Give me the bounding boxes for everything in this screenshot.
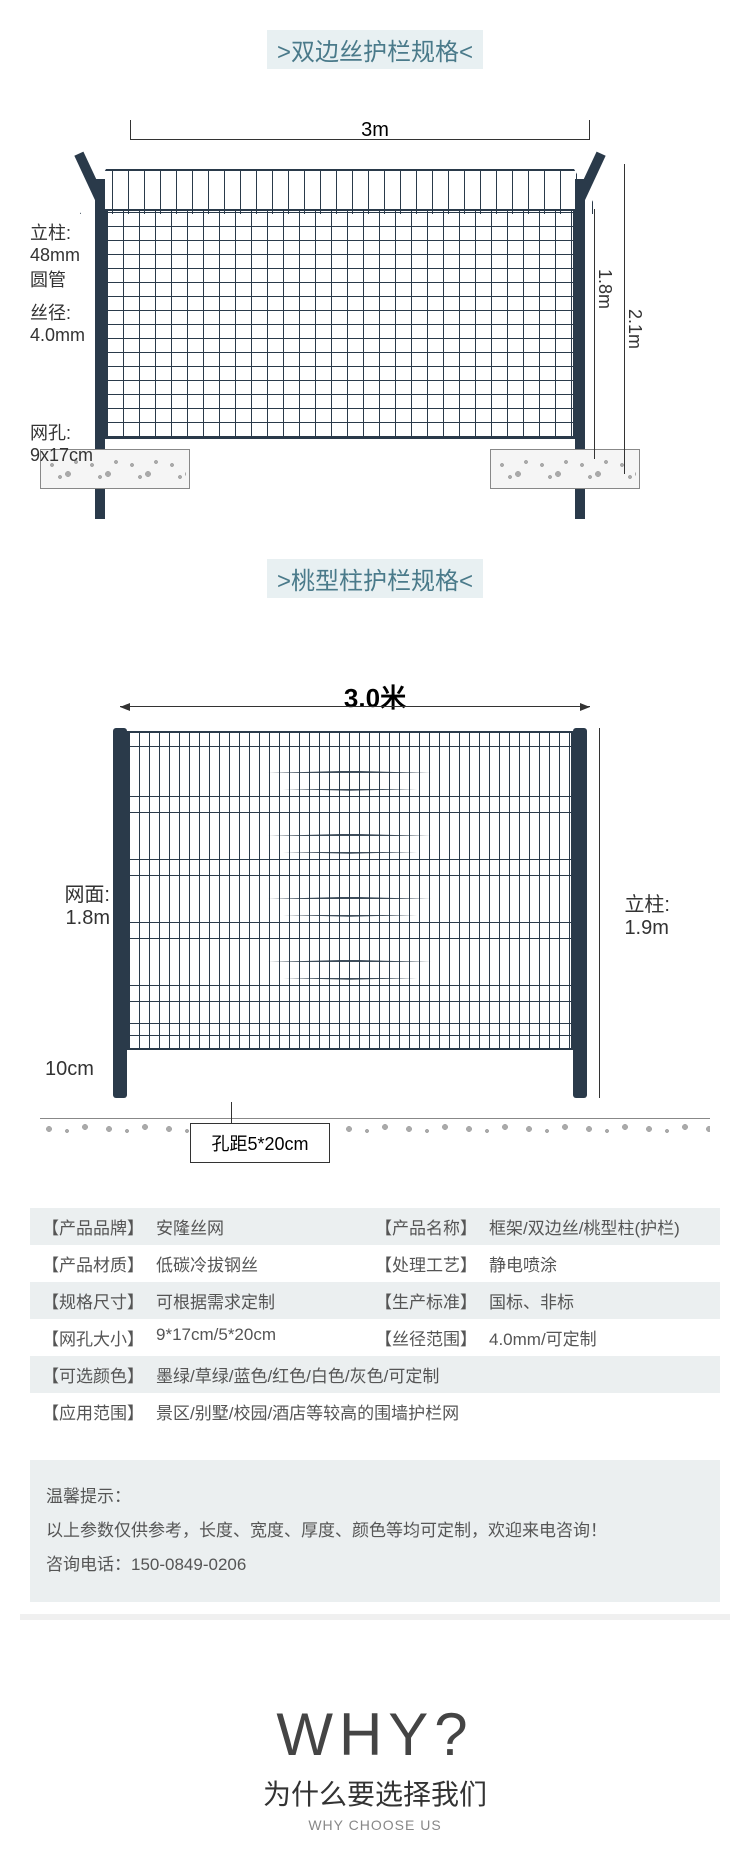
d2-mesh-label: 网面: 1.8m [45,878,110,930]
d2-hole-label: 孔距5*20cm [190,1123,330,1163]
d2-fence [120,728,580,1088]
diagram-double-wire: 3m 立柱: 48mm 圆管 丝径: 4.0mm 网孔: 9x17cm 1.8m… [0,99,750,529]
specs-val: 墨绿/草绿/蓝色/红色/白色/灰色/可定制 [156,1362,439,1387]
d1-wire-label: 丝径: 4.0mm [30,299,85,346]
d2-hwire [129,1035,571,1036]
d2-post-left [113,728,127,1098]
d1-width-dim-line [130,139,590,140]
d1-height-outer: 2.1m [624,309,645,349]
d2-hwire [129,746,571,747]
specs-key: 【产品材质】 [42,1251,144,1276]
specs-key: 【规格尺寸】 [42,1288,144,1313]
specs-row: 【规格尺寸】可根据需求定制 【生产标准】国标、非标 [30,1282,720,1319]
specs-row: 【产品品牌】安隆丝网 【产品名称】框架/双边丝/桃型柱(护栏) [30,1208,720,1245]
specs-key: 【应用范围】 [42,1399,144,1424]
d2-post-right [573,728,587,1098]
d1-mesh [105,209,575,439]
d2-bend [129,771,571,791]
specs-val: 低碳冷拔钢丝 [156,1251,258,1276]
why-subtitle-en: WHY CHOOSE US [0,1817,750,1833]
d2-hwire [129,812,571,813]
d1-mesh-label: 网孔: 9x17cm [30,419,93,466]
d2-bend [129,960,571,980]
d2-post-label: 立柱: 1.9m [624,888,670,940]
specs-key: 【可选颜色】 [42,1362,144,1387]
specs-val: 安隆丝网 [156,1214,224,1239]
d2-hwire [129,859,571,860]
d2-ground [40,1118,710,1138]
specs-table: 【产品品牌】安隆丝网 【产品名称】框架/双边丝/桃型柱(护栏) 【产品材质】低碳冷拔… [30,1208,720,1430]
specs-row: 【可选颜色】墨绿/草绿/蓝色/红色/白色/灰色/可定制 [30,1356,720,1393]
specs-key: 【网孔大小】 [42,1325,144,1350]
d2-mesh [127,731,573,1050]
notice-box: 温馨提示： 以上参数仅供参考，长度、宽度、厚度、颜色等均可定制，欢迎来电咨询！ … [30,1460,720,1602]
specs-row: 【产品材质】低碳冷拔钢丝 【处理工艺】静电喷涂 [30,1245,720,1282]
d2-bend [129,897,571,917]
section1-title: >双边丝护栏规格< [267,30,483,69]
specs-key: 【产品品牌】 [42,1214,144,1239]
d1-height-line-inner [594,209,595,459]
specs-key: 【产品名称】 [375,1214,477,1239]
specs-val: 国标、非标 [489,1288,574,1313]
d1-foundation-right [490,449,640,489]
specs-row: 【网孔大小】 9*17cm/5*20cm 【丝径范围】 4.0mm/可定制 [30,1319,720,1356]
specs-val: 4.0mm/可定制 [489,1325,597,1350]
d2-gap-label: 10cm [45,1058,94,1081]
notice-title: 温馨提示： [46,1480,704,1514]
d2-hwire [129,796,571,797]
d2-width-dim-line [120,706,590,707]
specs-val: 框架/双边丝/桃型柱(护栏) [489,1214,680,1239]
specs-key: 【丝径范围】 [375,1325,477,1350]
specs-val: 静电喷涂 [489,1251,557,1276]
d2-hwire [129,922,571,923]
d2-hwire [129,1001,571,1002]
section2-title: >桃型柱护栏规格< [267,559,483,598]
specs-val: 9*17cm/5*20cm [156,1325,276,1350]
d1-height-inner: 1.8m [594,269,615,309]
why-section: WHY? 为什么要选择我们 WHY CHOOSE US [0,1700,750,1863]
d2-width-label: 3.0米 [344,678,406,715]
d2-height-line [599,728,600,1098]
specs-key: 【生产标准】 [375,1288,477,1313]
diagram-peach-post: 3.0米 网面: 1.8m 立柱: 1.9m 10cm 孔距5*20cm [0,658,750,1158]
d2-hwire [129,938,571,939]
why-subtitle-cn: 为什么要选择我们 [0,1773,750,1813]
divider [20,1614,730,1620]
specs-key: 【处理工艺】 [375,1251,477,1276]
notice-body: 以上参数仅供参考，长度、宽度、厚度、颜色等均可定制，欢迎来电咨询！ [46,1514,704,1548]
d1-top-mesh [80,169,600,214]
specs-val: 景区/别墅/校园/酒店等较高的围墙护栏网 [156,1399,459,1424]
d1-post-label: 立柱: 48mm 圆管 [30,219,80,292]
specs-row: 【应用范围】景区/别墅/校园/酒店等较高的围墙护栏网 [30,1393,720,1430]
d1-fence [100,169,580,469]
d2-hwire [129,875,571,876]
notice-phone: 咨询电话：150-0849-0206 [46,1548,704,1582]
specs-val: 可根据需求定制 [156,1288,275,1313]
d2-hwire [129,1023,571,1024]
why-heading: WHY? [0,1700,750,1769]
d2-bend [129,834,571,854]
d2-hwire [129,985,571,986]
